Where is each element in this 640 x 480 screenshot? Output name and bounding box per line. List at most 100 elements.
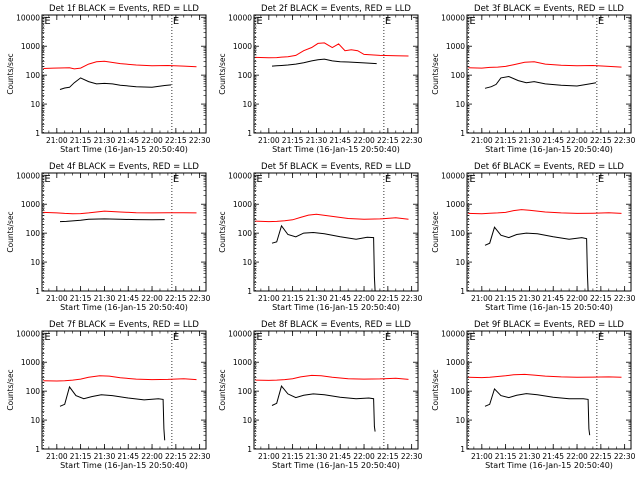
lld-series-line xyxy=(255,213,409,223)
y-tick-label: 1000 xyxy=(233,358,252,367)
x-tick-label: 21:15 xyxy=(495,294,517,303)
y-tick-label: 1 xyxy=(35,287,40,296)
panel-title: Det 8f BLACK = Events, RED = LLD xyxy=(261,320,411,330)
y-tick-label: 1 xyxy=(460,445,465,454)
x-tick-label: 21:00 xyxy=(471,294,493,303)
x-tick-label: 22:00 xyxy=(353,294,375,303)
lld-series-line xyxy=(43,60,197,70)
x-axis-label: Start Time (16-Jan-15 20:50:40) xyxy=(272,145,400,154)
x-tick-label: 22:00 xyxy=(141,136,163,145)
y-tick-label: 1 xyxy=(460,129,465,138)
axes-frame xyxy=(41,330,207,450)
x-tick-label: 22:30 xyxy=(614,294,636,303)
event-marker-label: E xyxy=(598,174,604,185)
lld-series-line xyxy=(468,61,622,69)
x-tick-label: 21:15 xyxy=(282,294,304,303)
y-axis-label: Counts/sec xyxy=(218,53,227,94)
panel-2: Det 2f BLACK = Events, RED = LLD 1 10 100 10… xyxy=(218,4,423,154)
x-axis-label: Start Time (16-Jan-15 20:50:40) xyxy=(485,303,613,312)
x-tick-label: 22:15 xyxy=(165,452,187,461)
x-tick-label: 22:15 xyxy=(590,294,612,303)
y-tick-label: 10000 xyxy=(441,329,465,338)
lld-series-line xyxy=(255,42,409,59)
panel-title: Det 4f BLACK = Events, RED = LLD xyxy=(49,162,199,172)
axes-frame xyxy=(466,330,632,450)
events-series-line xyxy=(484,387,591,436)
panel-5: Det 5f BLACK = Events, RED = LLD 1 10 100 10… xyxy=(218,162,423,312)
y-tick-label: 1 xyxy=(35,129,40,138)
y-tick-label: 1 xyxy=(247,287,252,296)
x-tick-label: 21:00 xyxy=(471,452,493,461)
events-series-line xyxy=(59,77,172,90)
y-tick-label: 10 xyxy=(30,416,40,425)
event-marker-label: E xyxy=(173,174,179,185)
x-axis-label: Start Time (16-Jan-15 20:50:40) xyxy=(60,461,188,470)
x-axis-label: Start Time (16-Jan-15 20:50:40) xyxy=(60,145,188,154)
x-axis-label: Start Time (16-Jan-15 20:50:40) xyxy=(272,303,400,312)
x-axis-label: Start Time (16-Jan-15 20:50:40) xyxy=(272,461,400,470)
lld-series-line xyxy=(43,210,197,215)
event-marker-label: E xyxy=(385,16,391,27)
panel-title: Det 1f BLACK = Events, RED = LLD xyxy=(49,4,199,14)
event-marker-label: E xyxy=(256,332,262,343)
y-tick-label: 100 xyxy=(451,71,466,80)
x-tick-label: 21:30 xyxy=(94,294,116,303)
axes-frame xyxy=(253,330,419,450)
y-tick-label: 10 xyxy=(455,258,465,267)
x-tick-label: 21:30 xyxy=(519,136,541,145)
panel-title: Det 2f BLACK = Events, RED = LLD xyxy=(261,4,411,14)
panel-title: Det 6f BLACK = Events, RED = LLD xyxy=(474,162,624,172)
y-tick-label: 1 xyxy=(460,287,465,296)
event-marker-label: E xyxy=(173,332,179,343)
x-tick-label: 21:15 xyxy=(70,452,92,461)
panel-1: Det 1f BLACK = Events, RED = LLD 1 10 100 10… xyxy=(6,4,211,154)
y-tick-label: 10 xyxy=(455,100,465,109)
event-marker-label: E xyxy=(469,16,475,27)
panel-7: Det 7f BLACK = Events, RED = LLD 1 10 100 10… xyxy=(6,320,211,470)
y-tick-label: 10000 xyxy=(441,171,465,180)
y-axis-label: Counts/sec xyxy=(218,211,227,252)
x-tick-label: 21:45 xyxy=(117,136,139,145)
event-marker-label: E xyxy=(385,332,391,343)
x-tick-label: 22:30 xyxy=(189,294,211,303)
x-tick-label: 21:15 xyxy=(495,136,517,145)
panel-4: Det 4f BLACK = Events, RED = LLD 1 10 100 10… xyxy=(6,162,211,312)
y-tick-label: 100 xyxy=(238,387,253,396)
x-tick-label: 21:30 xyxy=(94,452,116,461)
event-marker-label: E xyxy=(385,174,391,185)
axes-frame xyxy=(466,172,632,292)
x-tick-label: 22:00 xyxy=(141,452,163,461)
x-tick-label: 21:45 xyxy=(542,452,564,461)
lld-series-line xyxy=(468,209,622,215)
y-tick-label: 1 xyxy=(35,445,40,454)
y-tick-label: 1000 xyxy=(21,200,40,209)
y-axis-label: Counts/sec xyxy=(6,211,15,252)
events-series-line xyxy=(271,58,377,67)
x-tick-label: 22:15 xyxy=(590,136,612,145)
x-tick-label: 22:00 xyxy=(566,136,588,145)
x-tick-label: 21:00 xyxy=(258,452,280,461)
event-marker-label: E xyxy=(469,332,475,343)
event-marker-label: E xyxy=(44,332,50,343)
x-tick-label: 21:45 xyxy=(542,294,564,303)
y-tick-label: 1000 xyxy=(233,200,252,209)
y-tick-label: 10000 xyxy=(228,329,252,338)
x-tick-label: 21:15 xyxy=(70,294,92,303)
x-tick-label: 22:15 xyxy=(377,452,399,461)
y-tick-label: 100 xyxy=(26,387,41,396)
event-marker-label: E xyxy=(44,174,50,185)
x-tick-label: 22:30 xyxy=(401,452,423,461)
x-axis-label: Start Time (16-Jan-15 20:50:40) xyxy=(485,461,613,470)
x-tick-label: 22:00 xyxy=(353,452,375,461)
x-tick-label: 21:30 xyxy=(306,136,328,145)
lld-series-line xyxy=(43,375,197,382)
panel-title: Det 9f BLACK = Events, RED = LLD xyxy=(474,320,624,330)
panel-9: Det 9f BLACK = Events, RED = LLD 1 10 100 10… xyxy=(431,320,636,470)
lld-series-line xyxy=(468,373,622,379)
y-tick-label: 10000 xyxy=(16,171,40,180)
x-tick-label: 22:15 xyxy=(377,136,399,145)
x-tick-label: 21:00 xyxy=(46,136,68,145)
y-tick-label: 100 xyxy=(26,229,41,238)
events-series-line xyxy=(271,385,376,432)
x-tick-label: 22:00 xyxy=(566,294,588,303)
